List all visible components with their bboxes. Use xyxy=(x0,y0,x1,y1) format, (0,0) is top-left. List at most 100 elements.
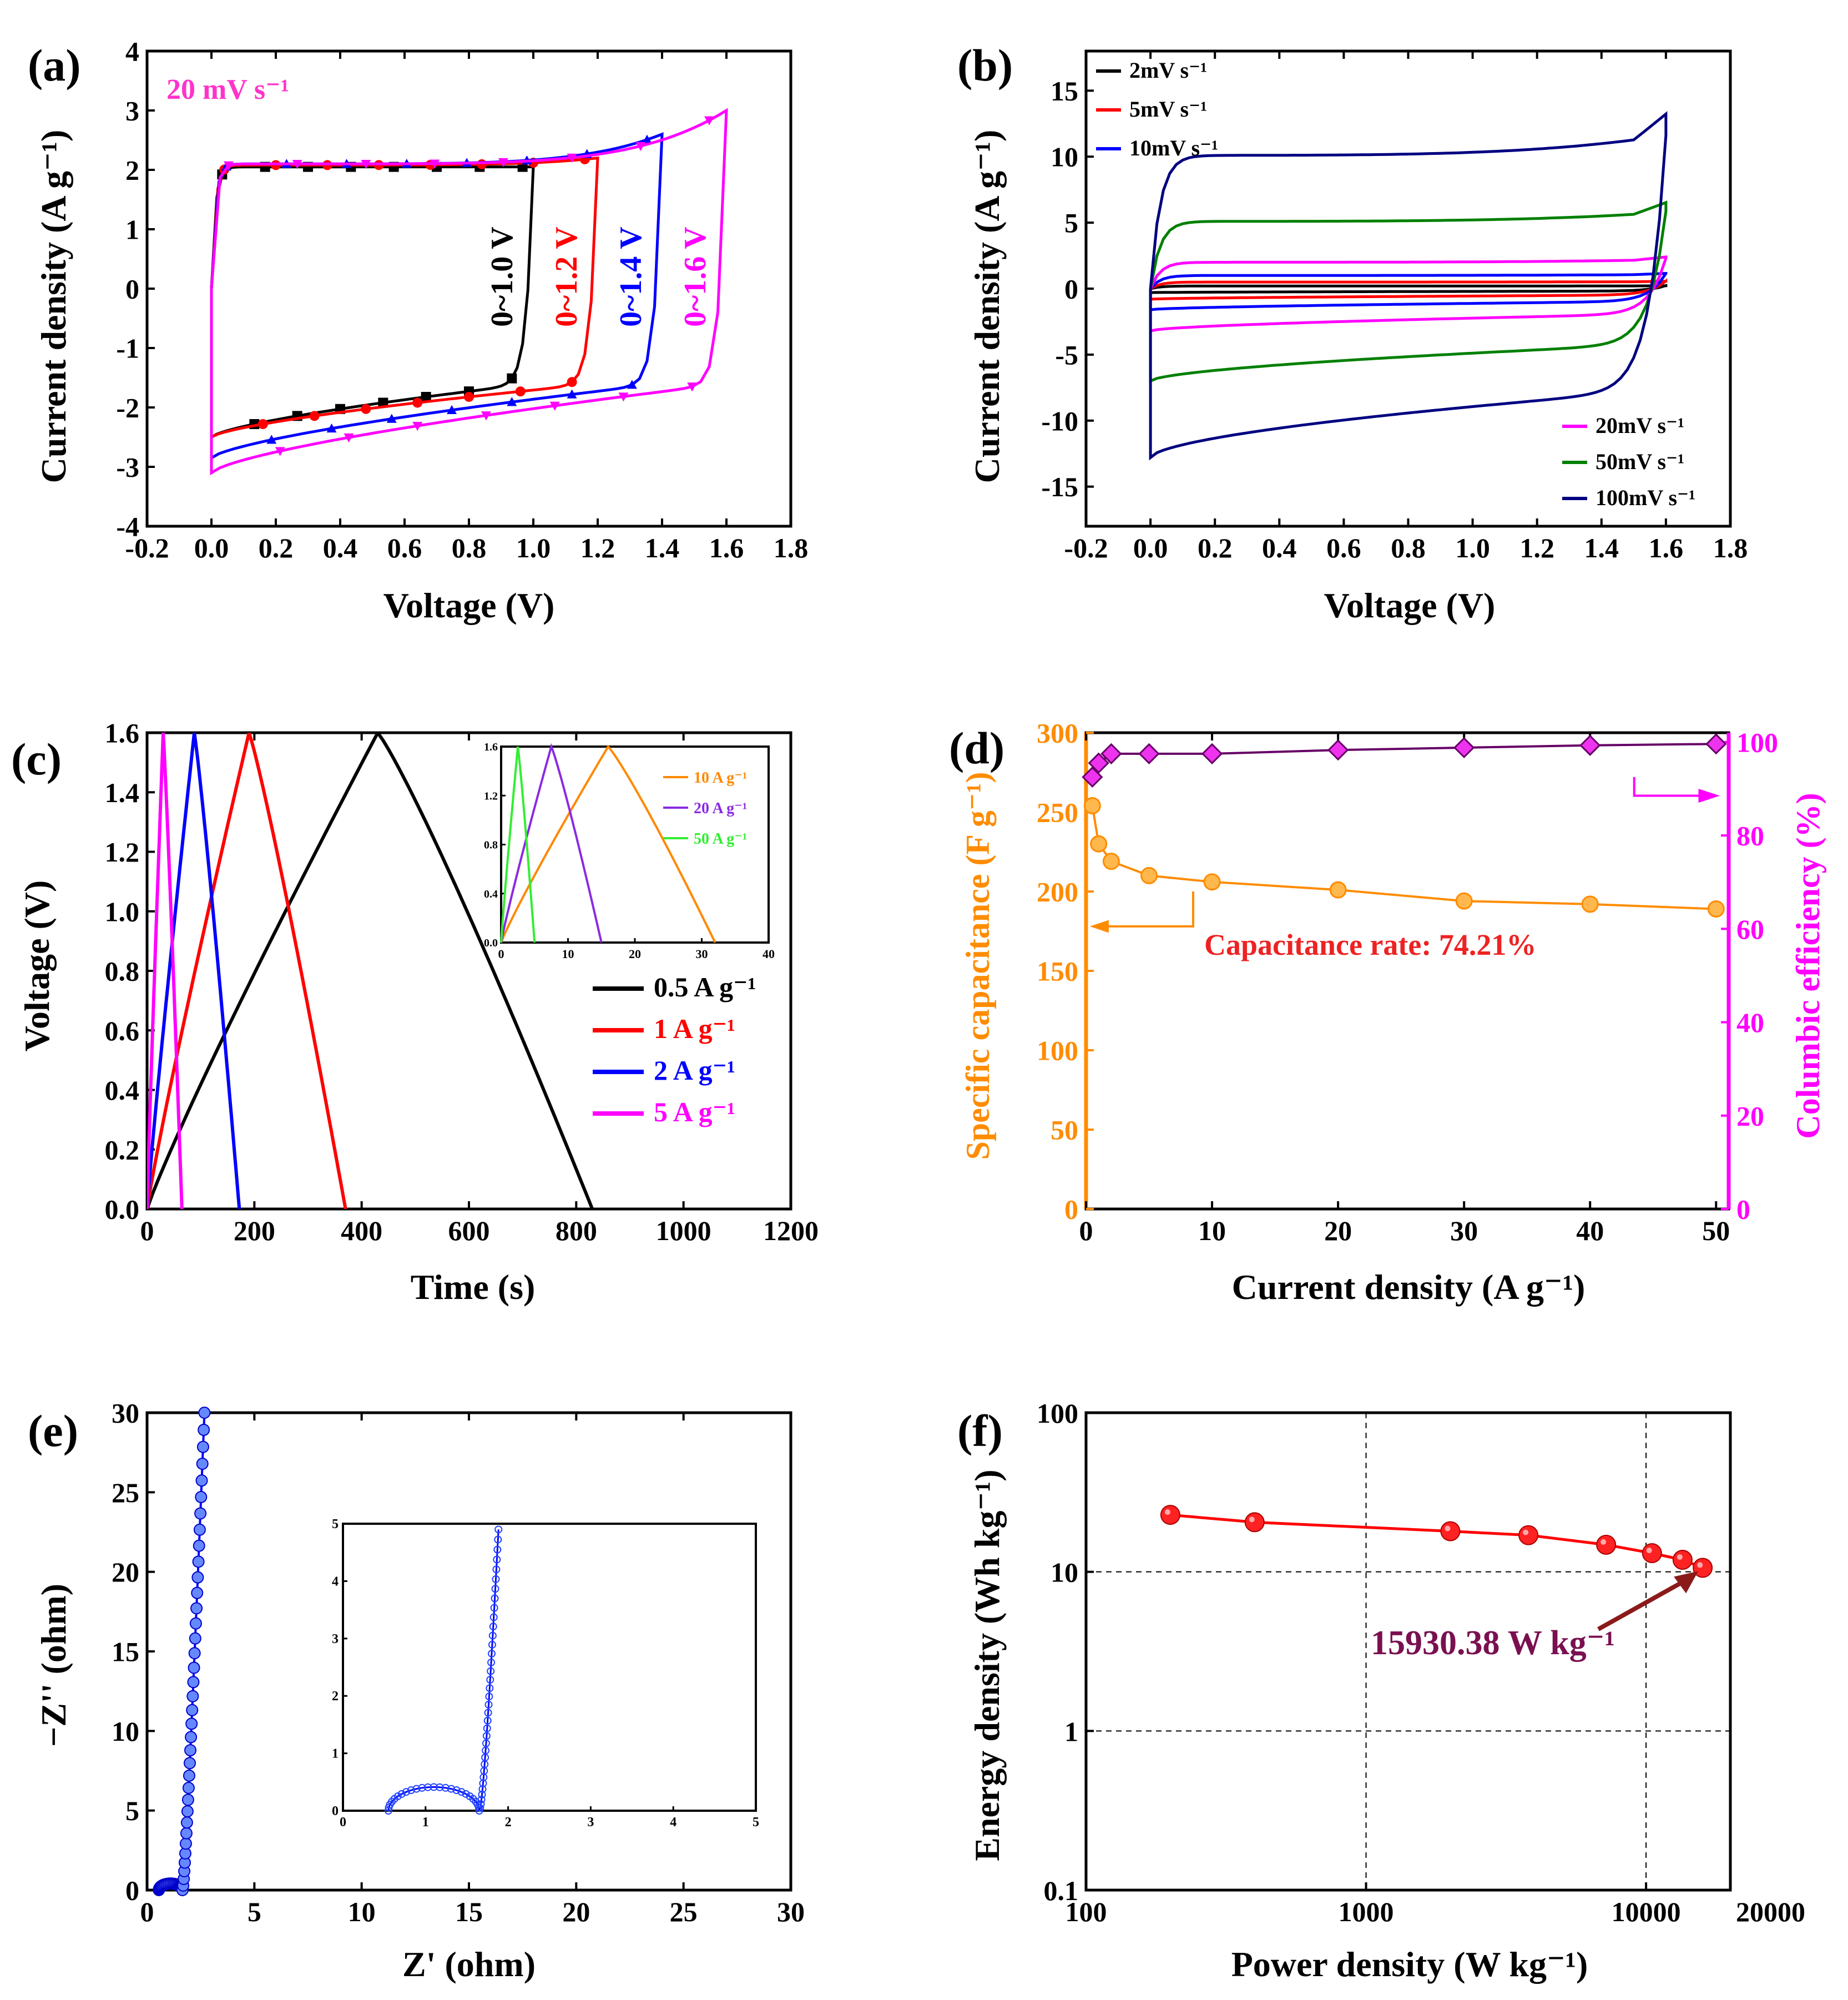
nyquist-point xyxy=(189,1632,201,1645)
inset-nyquist-point xyxy=(430,1783,438,1791)
nyquist-point xyxy=(185,1731,198,1744)
cv-marker xyxy=(344,433,354,443)
plot-frame xyxy=(1084,1411,1732,1892)
cv-marker xyxy=(223,161,234,170)
inset-frame xyxy=(500,745,770,944)
inset-nyquist-point xyxy=(490,1604,498,1612)
capacitance-point xyxy=(1329,881,1347,899)
x-tick-label: 0.4 xyxy=(323,532,358,563)
cv-marker xyxy=(515,386,526,397)
chart-e-ylabel: −Z'' (ohm) xyxy=(34,1584,73,1747)
inset-nyquist-point xyxy=(488,1640,496,1649)
inset-nyquist-point xyxy=(489,1623,497,1631)
y-tick-label: -2 xyxy=(116,392,139,424)
y-tick-label: 50 xyxy=(1051,1115,1078,1146)
inset-y-tick-label: 0.8 xyxy=(484,839,498,852)
y-tick-label: 150 xyxy=(1037,956,1078,987)
ragone-point xyxy=(1596,1534,1617,1555)
chart-d-xlabel: Current density (A g⁻¹) xyxy=(1232,1267,1586,1307)
x-tick-label: 1.0 xyxy=(1455,532,1490,563)
inset-x-tick-label: 30 xyxy=(696,947,708,961)
chart-c-ylabel: Voltage (V) xyxy=(17,880,57,1052)
inset-y-tick-label: 1 xyxy=(332,1747,339,1761)
x-tick-label: 0.2 xyxy=(1198,532,1233,563)
x-tick-label: 20 xyxy=(1324,1215,1352,1246)
cv-marker xyxy=(481,411,491,421)
x-tick-label: 30 xyxy=(1450,1215,1478,1246)
chart-f-xlabel: Power density (W kg⁻¹) xyxy=(1231,1944,1588,1984)
cv-scan-series-5 xyxy=(1149,111,1668,461)
panel-label-f: (f) xyxy=(957,1405,1003,1456)
cv-marker xyxy=(412,421,423,431)
x-tick-label: 1.6 xyxy=(1649,532,1684,563)
cv-marker xyxy=(687,382,698,392)
inset-x-tick-label: 3 xyxy=(587,1815,594,1830)
y-tick-label: 30 xyxy=(112,1398,139,1429)
nyquist-point xyxy=(187,1676,200,1689)
cv-marker xyxy=(567,153,577,163)
inset-nyquist-point xyxy=(478,1790,486,1799)
ragone-point xyxy=(1244,1512,1265,1533)
y-tick-label: 25 xyxy=(112,1477,139,1508)
cv-marker xyxy=(507,373,517,384)
efficiency-point xyxy=(1453,737,1475,759)
x-tick-label: 50 xyxy=(1702,1215,1730,1246)
inset-nyquist-point xyxy=(483,1724,491,1732)
ragone-point-highlight xyxy=(1697,1562,1703,1568)
chart-f-annotation: 15930.38 W kg⁻¹ xyxy=(1371,1624,1615,1662)
inset-nyquist-point xyxy=(476,1804,484,1812)
inset-nyquist-point xyxy=(436,1783,444,1791)
panel-label-e: (e) xyxy=(28,1405,78,1456)
inset-legend-label: 20 A g⁻¹ xyxy=(694,800,747,817)
capacitance-arrow xyxy=(1096,891,1194,928)
inset-nyquist-point xyxy=(493,1555,501,1564)
ragone-point xyxy=(1672,1550,1693,1570)
inset-nyquist-line xyxy=(387,1529,499,1811)
x-tick-label: 0.0 xyxy=(1133,532,1168,563)
y-tick-label: 250 xyxy=(1037,797,1078,828)
efficiency-arrow xyxy=(1633,777,1706,797)
efficiency-point xyxy=(1100,743,1122,764)
efficiency-point xyxy=(1579,734,1601,756)
x-tick-label: -0.2 xyxy=(1064,532,1108,563)
ragone-point-highlight xyxy=(1249,1517,1255,1523)
cv-marker xyxy=(361,404,371,414)
panel-label-d: (d) xyxy=(949,723,1004,773)
inset-nyquist-point xyxy=(402,1788,410,1796)
cv-marker xyxy=(567,377,577,387)
inset-nyquist-point xyxy=(491,1594,499,1603)
x-tick-label: 5 xyxy=(248,1896,261,1927)
efficiency-point xyxy=(1082,766,1103,788)
cv-marker xyxy=(618,392,629,402)
capacitance-point xyxy=(1581,895,1599,913)
cv-marker xyxy=(412,397,423,408)
y-tick-label: 1 xyxy=(1064,1716,1078,1747)
inset-nyquist-point xyxy=(477,1795,486,1803)
cv-scan-series-0 xyxy=(1149,284,1668,294)
x-tick-label: 10 xyxy=(1198,1215,1226,1246)
inset-x-tick-label: 5 xyxy=(753,1815,759,1830)
legend-label: 0.5 A g⁻¹ xyxy=(654,971,756,1002)
y-tick-label: 0.6 xyxy=(105,1015,140,1046)
inset-x-tick-label: 40 xyxy=(763,947,775,961)
x-tick-label: 0 xyxy=(140,1215,154,1246)
inset-nyquist-point xyxy=(477,1800,485,1808)
chart-panel-a: -0.2 0.0 0.2 0.4 0.6 0.8 1.0 1.2 1.4 1.6 1.8 -4 -3 -2… xyxy=(116,36,808,564)
y-tick-label: 0.1 xyxy=(1044,1875,1079,1906)
y-tick-label: 0 xyxy=(125,274,139,305)
chart-a-ylabel: Current density (A g⁻¹) xyxy=(34,130,73,483)
chart-b-ylabel: Current density (A g⁻¹) xyxy=(967,130,1007,483)
y-tick-label: 10 xyxy=(1051,142,1078,173)
nyquist-point xyxy=(181,1794,194,1806)
nyquist-point xyxy=(191,1571,204,1584)
inset-gcd-series-2 xyxy=(500,746,536,943)
inset-nyquist-point xyxy=(478,1785,487,1794)
y-tick-label: 0.2 xyxy=(105,1134,140,1165)
legend-label: 100mV s⁻¹ xyxy=(1595,485,1695,510)
x-tick-label: 0.4 xyxy=(1262,532,1297,563)
nyquist-point xyxy=(193,1523,206,1536)
inset-frame xyxy=(342,1523,757,1812)
y-tick-label: 0.0 xyxy=(105,1194,140,1225)
gcd-series-2 xyxy=(147,733,241,1209)
inset-nyquist-point xyxy=(423,1783,432,1791)
